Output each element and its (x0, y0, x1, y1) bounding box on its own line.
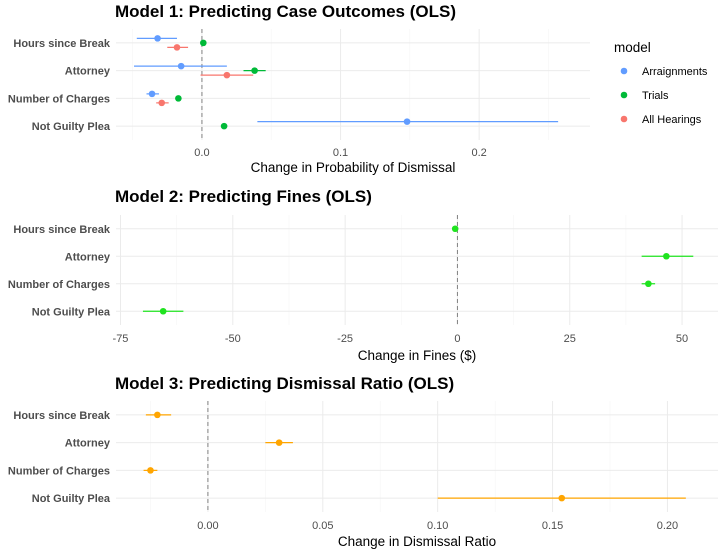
legend-label: Trials (642, 90, 669, 102)
estimate-point (147, 467, 154, 474)
chart-panel-1: Model 1: Predicting Case Outcomes (OLS) H… (8, 2, 708, 175)
y-tick-label: Hours since Break (13, 224, 110, 236)
estimate-point (177, 62, 185, 70)
chart-title: Model 3: Predicting Dismissal Ratio (OLS… (115, 374, 454, 393)
y-tick-label: Hours since Break (13, 38, 110, 50)
x-tick-label: 0.00 (197, 520, 218, 532)
legend-label: All Hearings (642, 114, 702, 126)
x-axis-label: Change in Fines ($) (358, 348, 477, 363)
estimate-point (663, 252, 670, 260)
x-tick-label: 50 (676, 333, 688, 345)
legend-key (620, 115, 628, 123)
estimate-point (223, 71, 231, 79)
estimate-point (154, 411, 161, 419)
x-tick-label: 0.20 (657, 520, 678, 532)
x-tick-label: 0.0 (194, 147, 209, 159)
y-tick-label: Number of Charges (8, 465, 110, 477)
estimate-point (158, 99, 166, 107)
estimate-point (200, 39, 207, 47)
x-tick-label: 0.15 (542, 520, 563, 532)
estimate-point (451, 225, 459, 233)
estimate-point (159, 307, 167, 315)
x-tick-label: 0.10 (427, 520, 448, 532)
y-tick-label: Not Guilty Plea (32, 493, 111, 505)
estimate-point (175, 95, 182, 102)
estimate-point (148, 90, 156, 98)
legend-key (620, 91, 628, 99)
legend-label: Arraignments (642, 66, 708, 78)
chart-title: Model 1: Predicting Case Outcomes (OLS) (115, 2, 456, 21)
estimate-point (251, 67, 258, 74)
x-axis-label: Change in Dismissal Ratio (338, 534, 496, 549)
estimate-point (645, 280, 652, 288)
estimate-point (275, 439, 283, 446)
estimate-point (220, 122, 228, 130)
y-tick-label: Attorney (65, 438, 111, 450)
legend-key (620, 67, 628, 75)
estimate-point (173, 44, 181, 51)
chart-title: Model 2: Predicting Fines (OLS) (115, 187, 372, 206)
y-tick-label: Hours since Break (13, 410, 110, 422)
x-tick-label: -25 (337, 333, 353, 345)
y-tick-label: Attorney (65, 66, 111, 78)
x-tick-label: 0 (454, 333, 460, 345)
y-tick-label: Not Guilty Plea (32, 306, 111, 318)
estimate-point (403, 118, 411, 125)
x-tick-label: -75 (113, 333, 129, 345)
estimate-point (558, 494, 566, 502)
x-tick-label: 25 (564, 333, 576, 345)
x-tick-label: 0.1 (333, 147, 348, 159)
legend-title: model (614, 40, 651, 55)
chart-panel-3: Model 3: Predicting Dismissal Ratio (OLS… (8, 374, 718, 549)
y-tick-label: Attorney (65, 251, 111, 263)
legend: model Arraignments Trials All Hearings (614, 40, 708, 126)
chart-panel-2: Model 2: Predicting Fines (OLS) Hours sin… (8, 187, 718, 363)
y-tick-label: Number of Charges (8, 279, 110, 291)
x-tick-label: 0.2 (471, 147, 486, 159)
estimate-point (154, 35, 161, 42)
y-tick-label: Not Guilty Plea (32, 121, 111, 133)
x-tick-label: 0.05 (312, 520, 333, 532)
x-axis-label: Change in Probability of Dismissal (251, 160, 456, 175)
x-tick-label: -50 (225, 333, 241, 345)
y-tick-label: Number of Charges (8, 93, 110, 105)
